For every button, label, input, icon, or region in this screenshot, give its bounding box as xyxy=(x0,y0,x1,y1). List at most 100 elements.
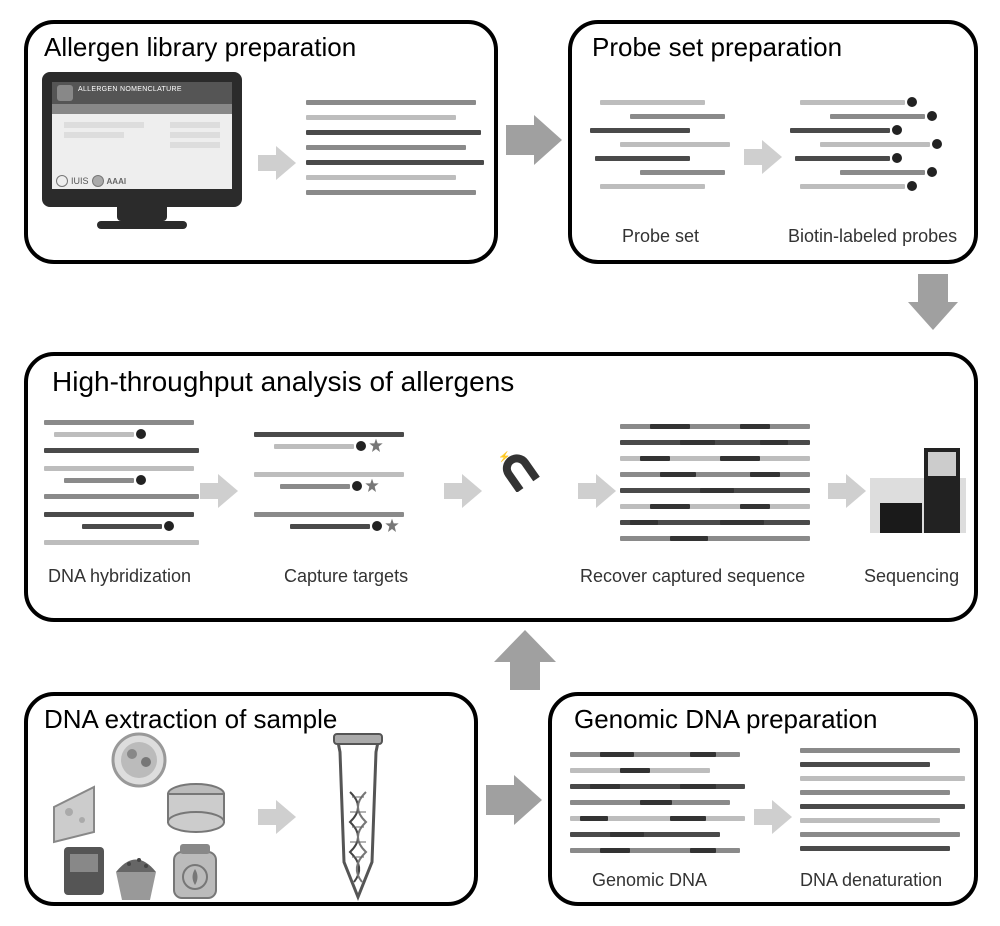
p5-genomic-band xyxy=(640,800,672,805)
biotin-dot-icon xyxy=(892,125,902,135)
streptavidin-star-icon xyxy=(368,438,384,454)
p3-capture-seq xyxy=(254,432,404,437)
sequencer-icon xyxy=(870,448,966,533)
p3-recover-band xyxy=(700,488,734,493)
biotin-dot-icon xyxy=(136,475,146,485)
p5-denat-seq xyxy=(800,762,930,767)
p5-genomic-seq xyxy=(570,832,720,837)
label-biotin: Biotin-labeled probes xyxy=(788,226,957,247)
p2-biotin-seq xyxy=(790,128,890,133)
p3-capture-seq xyxy=(280,484,350,489)
monitor-icon: ALLERGEN NOMENCLATURE IUISAAAI xyxy=(42,72,242,232)
p3-capture-seq xyxy=(254,512,404,517)
p3-hyb-seq xyxy=(44,494,199,499)
p1-seq xyxy=(306,175,456,180)
p1-seq xyxy=(306,100,476,105)
p3-recover-band xyxy=(660,472,696,477)
p3-hyb-seq xyxy=(82,524,162,529)
monitor-site-title: ALLERGEN NOMENCLATURE xyxy=(78,86,182,93)
p5-denat-seq xyxy=(800,790,950,795)
p2-probe-seq xyxy=(590,128,690,133)
p3-recover-band xyxy=(640,456,670,461)
p3-hyb-seq xyxy=(44,540,199,545)
arrow-a_p2_p3 xyxy=(908,274,958,332)
p1-seq xyxy=(306,145,466,150)
biotin-dot-icon xyxy=(164,521,174,531)
biotin-dot-icon xyxy=(907,181,917,191)
p3-hyb-seq xyxy=(44,420,194,425)
p3-recover-band xyxy=(680,440,715,445)
p3-recover-band xyxy=(740,424,770,429)
p2-biotin-seq xyxy=(795,156,890,161)
food-samples-icon xyxy=(44,732,234,902)
p5-genomic-band xyxy=(680,784,716,789)
biotin-dot-icon xyxy=(372,521,382,531)
label-probe_set: Probe set xyxy=(622,226,699,247)
p5-genomic-band xyxy=(590,784,620,789)
label-dna_hyb: DNA hybridization xyxy=(48,566,191,587)
p2-probe-seq xyxy=(595,156,690,161)
p2-probe-seq xyxy=(620,142,730,147)
p2-biotin-seq xyxy=(820,142,930,147)
p3-recover-band xyxy=(720,520,764,525)
p2-probe-seq xyxy=(630,114,725,119)
panel-title-p3: High-throughput analysis of allergens xyxy=(52,366,514,398)
arrow-a_in_p1 xyxy=(258,146,298,180)
label-recover: Recover captured sequence xyxy=(580,566,805,587)
p2-biotin-seq xyxy=(800,100,905,105)
p2-biotin-seq xyxy=(830,114,925,119)
biotin-dot-icon xyxy=(927,167,937,177)
arrow-a_in_p2 xyxy=(744,140,784,174)
panel-title-p4: DNA extraction of sample xyxy=(44,704,337,735)
p3-capture-seq xyxy=(254,472,404,477)
biotin-dot-icon xyxy=(892,153,902,163)
arrow-a_p5_p3 xyxy=(494,630,556,690)
arrow-a_p3_3 xyxy=(578,474,618,508)
p5-genomic-band xyxy=(610,832,644,837)
p5-denat-seq xyxy=(800,776,965,781)
p3-recover-band xyxy=(750,472,780,477)
label-genomic: Genomic DNA xyxy=(592,870,707,891)
label-capture: Capture targets xyxy=(284,566,408,587)
p5-denat-seq xyxy=(800,818,940,823)
streptavidin-star-icon xyxy=(384,518,400,534)
p5-genomic-band xyxy=(600,848,630,853)
p3-recover-seq xyxy=(620,424,810,429)
p5-denat-seq xyxy=(800,832,960,837)
p5-genomic-band xyxy=(690,752,716,757)
p3-recover-band xyxy=(760,440,788,445)
p5-genomic-band xyxy=(620,768,650,773)
panel-title-p2: Probe set preparation xyxy=(592,32,842,63)
biotin-dot-icon xyxy=(927,111,937,121)
arrow-a_p3_4 xyxy=(828,474,868,508)
label-denat: DNA denaturation xyxy=(800,870,942,891)
p5-denat-seq xyxy=(800,804,965,809)
p2-biotin-seq xyxy=(840,170,925,175)
iuis-logo-text: IUIS xyxy=(71,176,89,186)
p3-capture-seq xyxy=(274,444,354,449)
p3-recover-band xyxy=(670,536,708,541)
p3-recover-band xyxy=(720,456,760,461)
biotin-dot-icon xyxy=(356,441,366,451)
magnet-icon: ⚡ xyxy=(496,448,540,492)
p3-capture-seq xyxy=(290,524,370,529)
tube-icon xyxy=(330,732,386,902)
p3-hyb-seq xyxy=(44,512,194,517)
p3-recover-seq xyxy=(620,472,810,477)
p1-seq xyxy=(306,130,481,135)
arrow-a_p3_1 xyxy=(200,474,240,508)
biotin-dot-icon xyxy=(907,97,917,107)
p3-hyb-seq xyxy=(54,432,134,437)
p5-denat-seq xyxy=(800,846,950,851)
p3-recover-band xyxy=(650,504,690,509)
p3-hyb-seq xyxy=(44,466,194,471)
biotin-dot-icon xyxy=(352,481,362,491)
p2-probe-seq xyxy=(600,100,705,105)
p5-genomic-band xyxy=(580,816,608,821)
p1-seq xyxy=(306,160,484,165)
p2-probe-seq xyxy=(640,170,725,175)
arrow-a_in_p5 xyxy=(754,800,794,834)
arrow-a_p1_p2 xyxy=(506,115,564,165)
p2-biotin-seq xyxy=(800,184,905,189)
p5-genomic-band xyxy=(600,752,634,757)
